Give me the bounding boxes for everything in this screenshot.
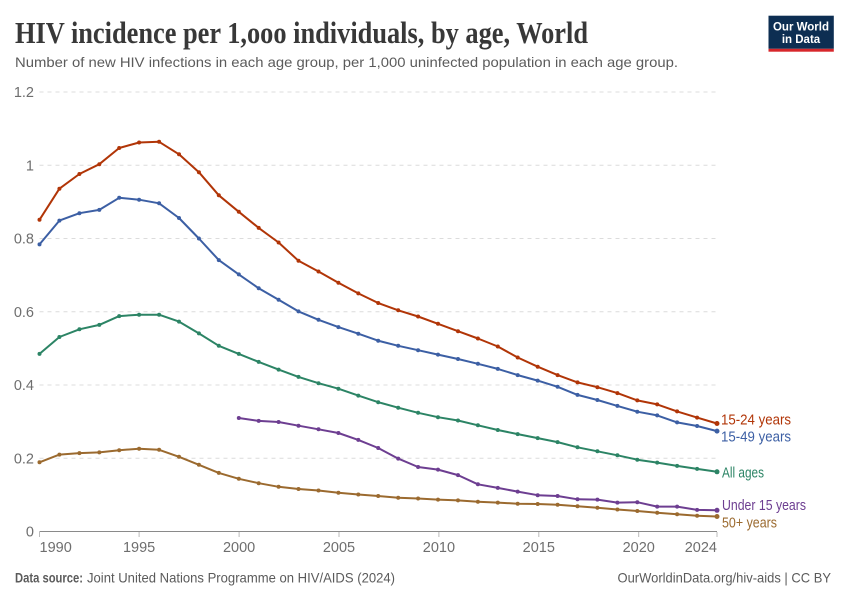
svg-text:0.4: 0.4 [14,378,34,394]
svg-text:50+ years: 50+ years [722,516,777,532]
svg-text:2015: 2015 [523,540,555,556]
svg-text:HIV incidence per 1,ooo indivi: HIV incidence per 1,ooo individuals, by … [15,15,588,50]
svg-text:in Data: in Data [782,34,821,46]
svg-text:15-24 years: 15-24 years [721,413,791,429]
svg-text:2024: 2024 [685,540,717,556]
svg-text:All ages: All ages [722,466,764,482]
svg-text:2020: 2020 [623,540,655,556]
svg-text:2010: 2010 [423,540,455,556]
svg-text:Our World: Our World [773,22,829,34]
svg-text:1995: 1995 [123,540,155,556]
svg-text:Under 15 years: Under 15 years [722,498,806,514]
svg-text:15-49 years: 15-49 years [721,430,791,446]
svg-text:2000: 2000 [223,540,255,556]
svg-text:0.8: 0.8 [14,232,34,248]
svg-text:OurWorldinData.org/hiv-aids |: OurWorldinData.org/hiv-aids | CC BY [618,571,832,586]
svg-text:1.2: 1.2 [14,85,34,101]
svg-text:1: 1 [26,158,34,174]
svg-text:Data source:: Data source: [15,571,83,586]
svg-text:0.6: 0.6 [14,305,34,321]
svg-text:1990: 1990 [40,540,72,556]
svg-text:Joint United Nations Programme: Joint United Nations Programme on HIV/AI… [87,571,395,586]
svg-text:2005: 2005 [323,540,355,556]
svg-text:Number of new HIV infections i: Number of new HIV infections in each age… [15,55,678,70]
svg-text:0.2: 0.2 [14,451,34,467]
svg-text:0: 0 [26,525,34,541]
